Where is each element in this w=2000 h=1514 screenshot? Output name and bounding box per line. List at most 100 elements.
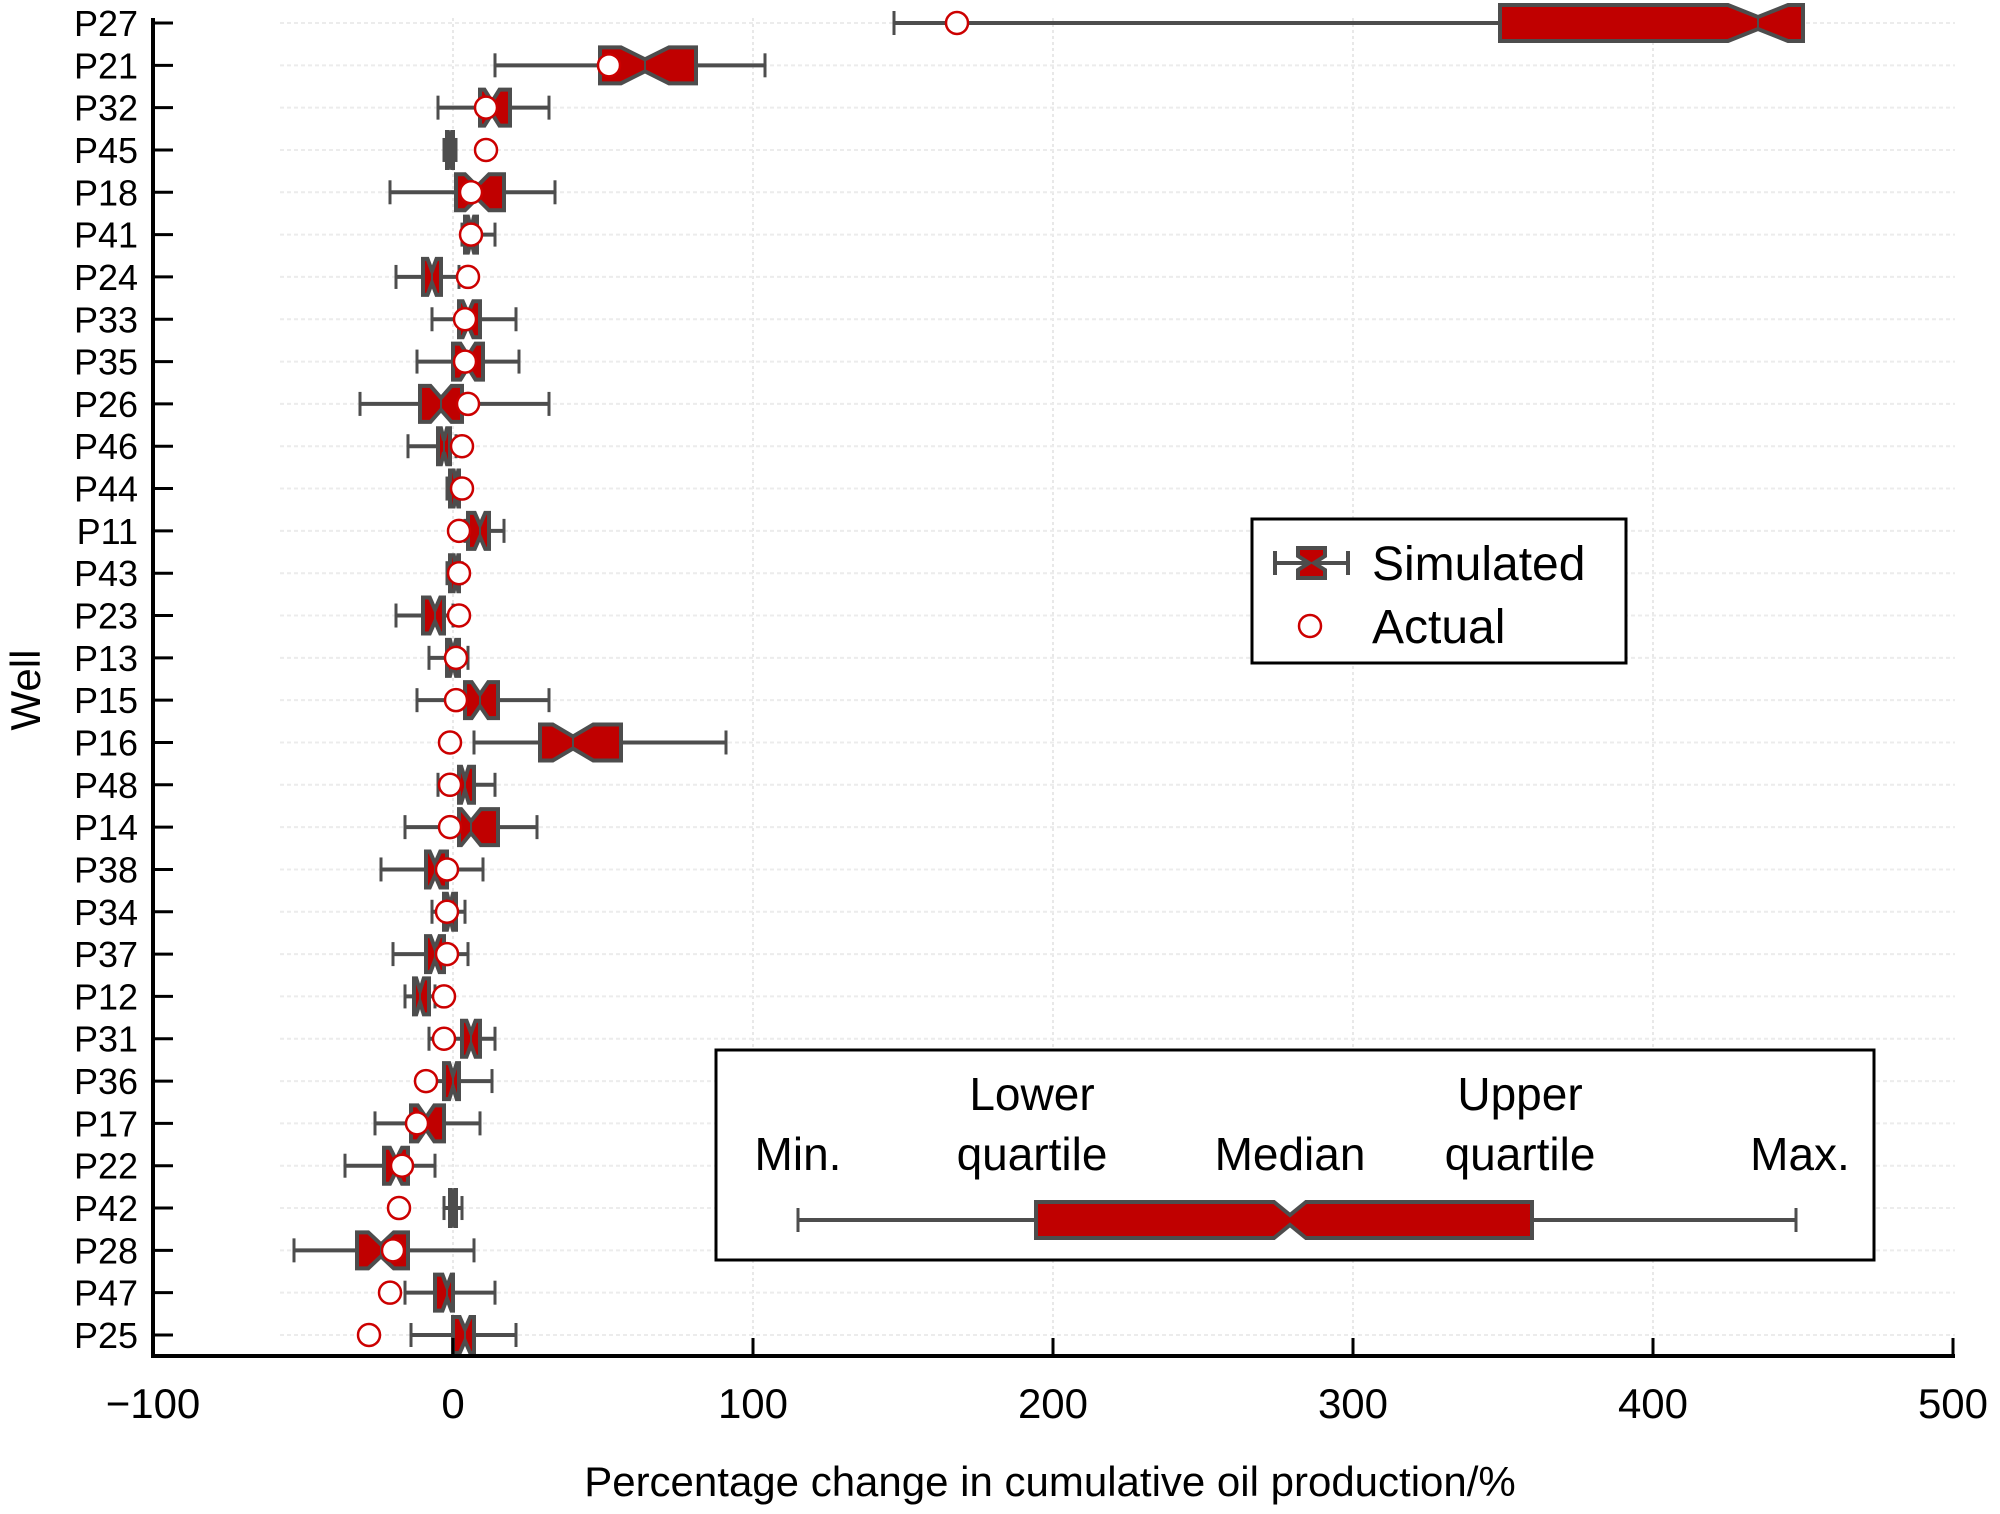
box-P31 [427,1018,497,1059]
box-P45 [442,129,499,170]
actual-point [455,391,481,417]
actual-point [434,899,460,925]
actual-point [431,1026,457,1051]
box-P47 [377,1272,497,1313]
y-tick-label: P18 [74,172,138,213]
y-tick-label: P24 [74,257,138,298]
y-tick-label: P33 [74,299,138,340]
actual-point [413,1068,439,1094]
notched-box [598,45,698,86]
box-P33 [430,299,518,340]
legend-actual-label: Actual [1372,601,1505,654]
explanation-lower-quartile-label-2: quartile [957,1128,1108,1180]
y-tick-label: P28 [74,1230,138,1271]
box-P14 [403,807,539,848]
x-axis-title: Percentage change in cumulative oil prod… [584,1458,1516,1505]
box-P12 [403,976,457,1017]
actual-point [455,264,481,290]
actual-point [404,1111,430,1136]
box-P13 [427,637,470,678]
actual-point [437,772,463,798]
box-P25 [356,1315,518,1355]
box-P41 [458,214,497,255]
legend-actual-marker [1297,613,1323,639]
box-P32 [436,87,551,128]
box-P34 [430,891,467,932]
y-tick-label: P16 [74,722,138,763]
y-tick-label: P46 [74,426,138,467]
actual-point [449,476,475,501]
actual-point [458,222,484,247]
x-ticks: −100 0 100 200 300 400 500 [106,1338,1988,1427]
actual-point [452,307,478,332]
box-P42 [386,1188,464,1229]
box-P35 [415,341,521,382]
y-tick-label: P32 [74,88,138,129]
y-tick-label: P35 [74,342,138,383]
x-tick-label: 100 [718,1380,788,1427]
y-ticks: P27P21P32P45P18P41P24P33P35P26P46P44P11P… [74,3,173,1356]
y-tick-label: P34 [74,892,138,933]
box-P43 [445,553,472,594]
notched-box [442,1061,461,1102]
notched-box [1498,2,1805,43]
actual-point [449,433,475,459]
y-tick-label: P43 [74,553,138,594]
y-tick-label: P25 [74,1315,138,1356]
box-P21 [493,45,767,86]
well-boxes [292,2,1805,1355]
actual-point [437,730,463,755]
box-P27 [892,2,1805,43]
actual-point [944,10,970,36]
y-tick-label: P13 [74,638,138,679]
y-tick-label: P15 [74,680,138,721]
y-tick-label: P37 [74,934,138,975]
actual-point [443,645,469,671]
y-tick-label: P42 [74,1188,138,1229]
y-axis-title: Well [2,650,49,731]
actual-point [446,603,472,628]
box-P22 [343,1145,437,1186]
actual-point [437,814,463,840]
box-P16 [437,722,728,763]
x-tick-label: 200 [1018,1380,1088,1427]
notched-box [433,1272,455,1313]
y-tick-label: P38 [74,849,138,890]
y-tick-label: P21 [74,45,138,86]
actual-point [446,560,472,586]
box-P24 [394,256,481,297]
y-tick-label: P47 [74,1273,138,1314]
y-tick-label: P26 [74,384,138,425]
notched-box [451,1315,476,1355]
y-tick-label: P23 [74,596,138,637]
notched-box [463,680,500,721]
explanation-box: Min. Lower quartile Median Upper quartil… [714,1048,1876,1262]
x-tick-label: 400 [1618,1380,1688,1427]
explanation-upper-quartile-label-1: Upper [1457,1068,1582,1120]
notched-box [412,976,431,1017]
y-tick-label: P31 [74,1019,138,1060]
y-tick-label: P45 [74,130,138,171]
box-P44 [445,468,475,509]
actual-point [431,984,457,1009]
actual-point [389,1153,415,1178]
actual-point [458,180,484,205]
legend-frame [1250,517,1628,665]
notched-box [538,722,623,763]
legend: Simulated Actual [1250,517,1628,665]
x-tick-label: 0 [441,1380,464,1427]
box-P48 [436,764,497,805]
actual-point [596,53,622,78]
actual-point [473,95,499,120]
y-tick-label: P36 [74,1061,138,1102]
actual-point [377,1280,403,1305]
notched-box [466,510,491,551]
y-tick-label: P41 [74,215,138,256]
box-P37 [391,934,470,975]
actual-point [446,518,472,544]
legend-simulated-label: Simulated [1372,538,1585,591]
actual-point [473,137,499,163]
box-P11 [446,510,506,551]
notched-box [421,595,446,636]
